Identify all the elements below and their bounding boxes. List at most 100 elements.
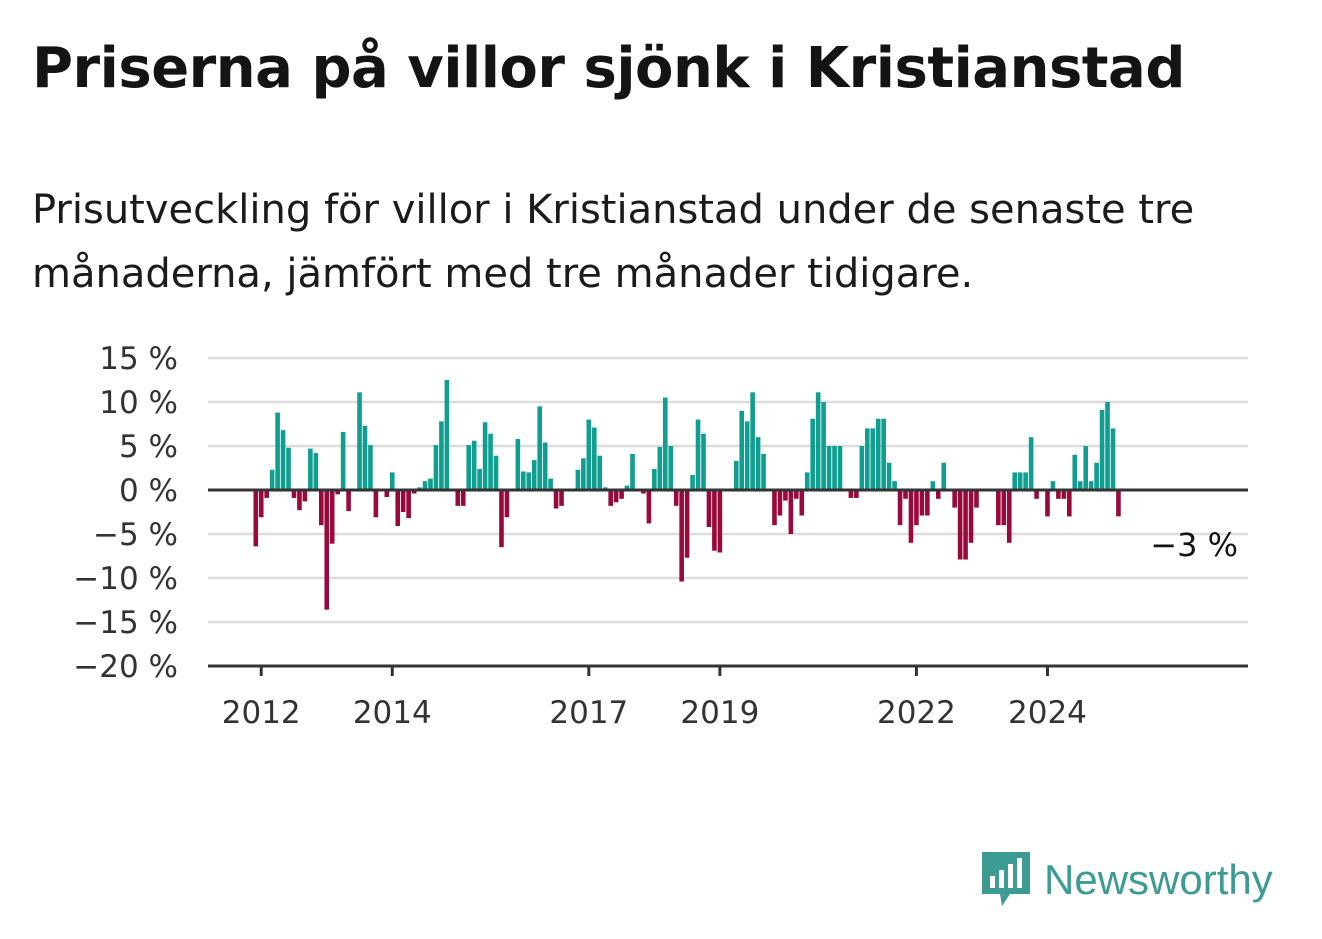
x-tick-label: 2014 — [353, 695, 432, 731]
bar — [389, 472, 395, 490]
bar — [919, 490, 925, 516]
bar — [1028, 437, 1034, 490]
brand-name: Newsworthy — [1044, 856, 1273, 903]
bar — [575, 469, 581, 490]
bar — [733, 460, 739, 490]
bar — [591, 427, 597, 490]
bar — [548, 478, 553, 490]
bar — [684, 490, 690, 558]
bar — [1094, 462, 1099, 490]
bar — [641, 490, 646, 494]
bar — [471, 440, 477, 490]
bar — [717, 490, 723, 553]
bar — [504, 490, 510, 518]
bar — [395, 490, 401, 527]
y-tick-label: 5 % — [119, 429, 178, 465]
bar — [428, 478, 433, 490]
bar — [280, 430, 286, 490]
bar — [586, 419, 592, 490]
bar — [264, 490, 269, 498]
bar — [477, 468, 482, 490]
bar — [400, 490, 406, 512]
bar — [821, 402, 826, 490]
bar — [974, 490, 979, 508]
bar-chart-logo-icon — [982, 852, 1030, 906]
bar — [258, 490, 264, 518]
bar — [673, 490, 679, 506]
bar — [406, 490, 411, 519]
bar — [777, 490, 783, 516]
y-tick-label: 10 % — [99, 385, 178, 421]
bar — [706, 490, 712, 527]
bar — [559, 490, 564, 506]
bar — [886, 462, 892, 490]
bar — [679, 490, 684, 582]
bar — [1067, 490, 1072, 517]
bar — [493, 455, 499, 490]
y-axis-labels: 15 % 10 % 5 % 0 % −5 % −10 % −15 % −20 % — [73, 341, 178, 685]
bar — [772, 490, 777, 526]
bar — [433, 445, 439, 490]
bar — [1088, 481, 1094, 490]
y-tick-label: −5 % — [93, 517, 178, 553]
bar — [368, 445, 373, 490]
bar — [346, 490, 351, 512]
bar — [1061, 490, 1067, 499]
bar — [826, 446, 832, 490]
newsworthy-logo: Newsworthy — [980, 850, 1273, 910]
bar — [1006, 490, 1012, 543]
bar — [460, 490, 466, 506]
bar — [482, 422, 488, 490]
bar — [690, 475, 695, 490]
bar — [542, 442, 548, 490]
bar — [608, 490, 613, 506]
bar — [291, 490, 297, 498]
bar — [854, 490, 859, 498]
bar — [1045, 490, 1050, 517]
bar — [755, 437, 761, 490]
bar — [1110, 428, 1116, 490]
bar — [783, 490, 788, 501]
bar — [848, 490, 854, 498]
bar — [362, 425, 368, 490]
y-tick-label: −15 % — [73, 605, 178, 641]
x-tick-label: 2022 — [877, 695, 956, 731]
bar — [892, 481, 897, 490]
bar — [553, 490, 559, 509]
bar — [739, 410, 745, 490]
bar — [455, 490, 461, 506]
bar — [488, 433, 493, 490]
bar — [837, 446, 843, 490]
bar — [881, 418, 886, 490]
bar — [815, 392, 821, 490]
bar — [897, 490, 903, 526]
bar — [630, 453, 635, 490]
x-tick-label: 2019 — [680, 695, 759, 731]
bar — [1077, 481, 1083, 490]
bar — [324, 490, 330, 610]
bar — [313, 453, 319, 490]
bar — [668, 446, 674, 490]
bar — [537, 406, 542, 490]
bar — [308, 448, 313, 490]
bar — [810, 418, 815, 490]
bar — [340, 431, 346, 490]
bar — [875, 418, 881, 490]
x-tick-label: 2024 — [1008, 695, 1087, 731]
bar — [297, 490, 302, 511]
bar — [466, 445, 472, 490]
bar — [794, 490, 799, 499]
bar — [1056, 490, 1061, 499]
bar — [761, 453, 766, 490]
bar — [952, 490, 957, 508]
bar — [1023, 472, 1028, 490]
bar — [662, 397, 668, 490]
y-tick-label: 0 % — [119, 473, 178, 509]
bar — [597, 455, 603, 490]
bar — [1083, 446, 1088, 490]
y-tick-label: −10 % — [73, 561, 178, 597]
bar — [750, 392, 755, 490]
bar — [526, 472, 532, 490]
bar — [335, 490, 340, 495]
bar — [1034, 490, 1039, 499]
